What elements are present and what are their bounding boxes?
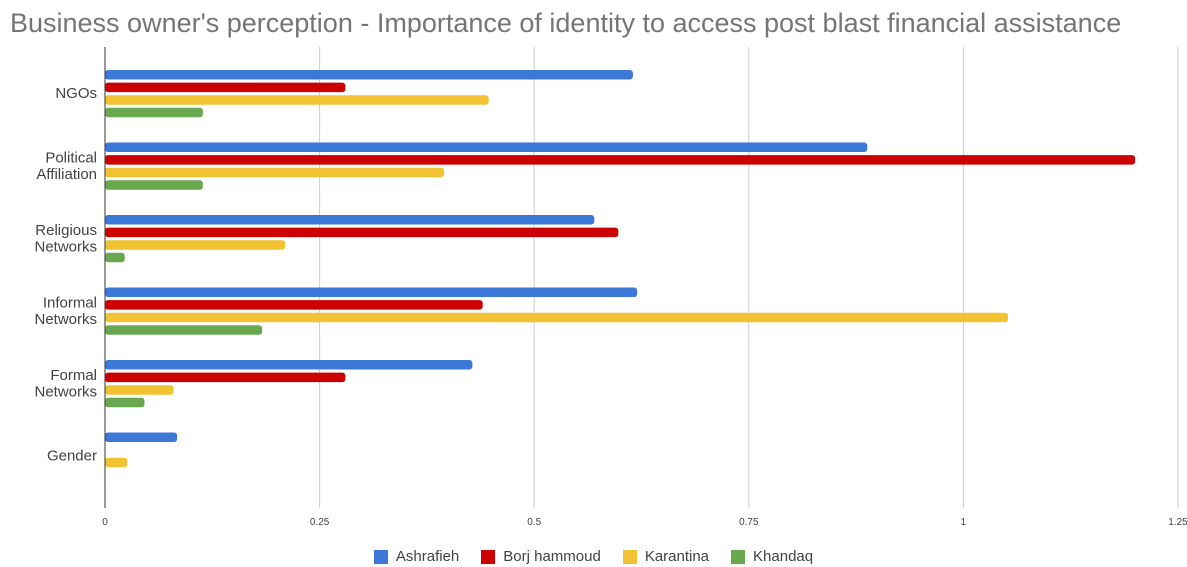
legend-label: Borj hammoud bbox=[503, 548, 601, 565]
bar-borj-hammoud-ngos bbox=[105, 82, 346, 93]
legend: Ashrafieh Borj hammoud Karantina Khandaq bbox=[0, 548, 1187, 565]
legend-label: Ashrafieh bbox=[395, 548, 460, 565]
bar-karantina-formal-networks bbox=[105, 385, 174, 395]
category-label: Informal Networks bbox=[34, 294, 97, 328]
category-label: NGOs bbox=[55, 85, 97, 102]
legend-item: Borj hammoud bbox=[481, 548, 601, 565]
legend-label: Karantina bbox=[644, 548, 710, 565]
x-tick-label: 0.25 bbox=[310, 517, 330, 528]
bar-khandaq-formal-networks bbox=[105, 397, 145, 408]
bar-ashrafieh-ngos bbox=[105, 70, 633, 80]
bar-borj-hammoud-religious-networks bbox=[105, 227, 619, 238]
legend-label: Khandaq bbox=[753, 548, 814, 565]
chart-title: Business owner's perception - Importance… bbox=[10, 8, 1122, 38]
legend-item: Karantina bbox=[622, 548, 710, 565]
category-label: Political Affiliation bbox=[36, 149, 97, 183]
category-labels: NGOs Political Affiliation Religious Network… bbox=[34, 85, 97, 465]
bar-borj-hammoud-informal-networks bbox=[105, 300, 483, 310]
bar-chart: NGOs Political Affiliation Religious Network… bbox=[34, 47, 1187, 528]
bar-ashrafieh-informal-networks bbox=[105, 287, 638, 297]
bar-karantina-gender bbox=[105, 457, 128, 468]
legend-swatch bbox=[622, 549, 637, 564]
legend-item: Khandaq bbox=[731, 548, 813, 565]
legend-swatch bbox=[373, 549, 388, 564]
category-label: Gender bbox=[47, 448, 97, 465]
bars bbox=[105, 70, 1136, 468]
bar-ashrafieh-gender bbox=[105, 432, 178, 442]
gridlines bbox=[319, 47, 1179, 508]
bar-borj-hammoud-political-affiliation bbox=[105, 155, 1136, 165]
bar-karantina-political-affiliation bbox=[105, 167, 445, 178]
bar-karantina-religious-networks bbox=[105, 240, 286, 250]
legend-swatch bbox=[731, 549, 746, 564]
bar-karantina-ngos bbox=[105, 95, 489, 105]
legend-item: Ashrafieh bbox=[373, 548, 460, 565]
bar-ashrafieh-formal-networks bbox=[105, 360, 473, 370]
x-tick-label: 0.75 bbox=[739, 517, 759, 528]
x-tick-label: 0 bbox=[102, 517, 108, 528]
category-label: Religious Networks bbox=[34, 222, 97, 256]
category-label: Formal Networks bbox=[34, 367, 97, 401]
legend-swatch bbox=[481, 549, 496, 564]
bar-khandaq-political-affiliation bbox=[105, 180, 203, 190]
bar-khandaq-religious-networks bbox=[105, 252, 125, 263]
bar-karantina-informal-networks bbox=[105, 312, 1009, 323]
x-tick-labels: 0 0.25 0.5 0.75 1 1.25 bbox=[102, 517, 1187, 528]
bar-khandaq-informal-networks bbox=[105, 325, 263, 335]
bar-borj-hammoud-formal-networks bbox=[105, 372, 346, 383]
bar-ashrafieh-religious-networks bbox=[105, 215, 595, 225]
x-tick-label: 1 bbox=[961, 517, 967, 528]
x-tick-label: 0.5 bbox=[527, 517, 541, 528]
bar-khandaq-ngos bbox=[105, 107, 203, 118]
x-tick-label: 1.25 bbox=[1168, 517, 1187, 528]
bar-ashrafieh-political-affiliation bbox=[105, 142, 868, 152]
